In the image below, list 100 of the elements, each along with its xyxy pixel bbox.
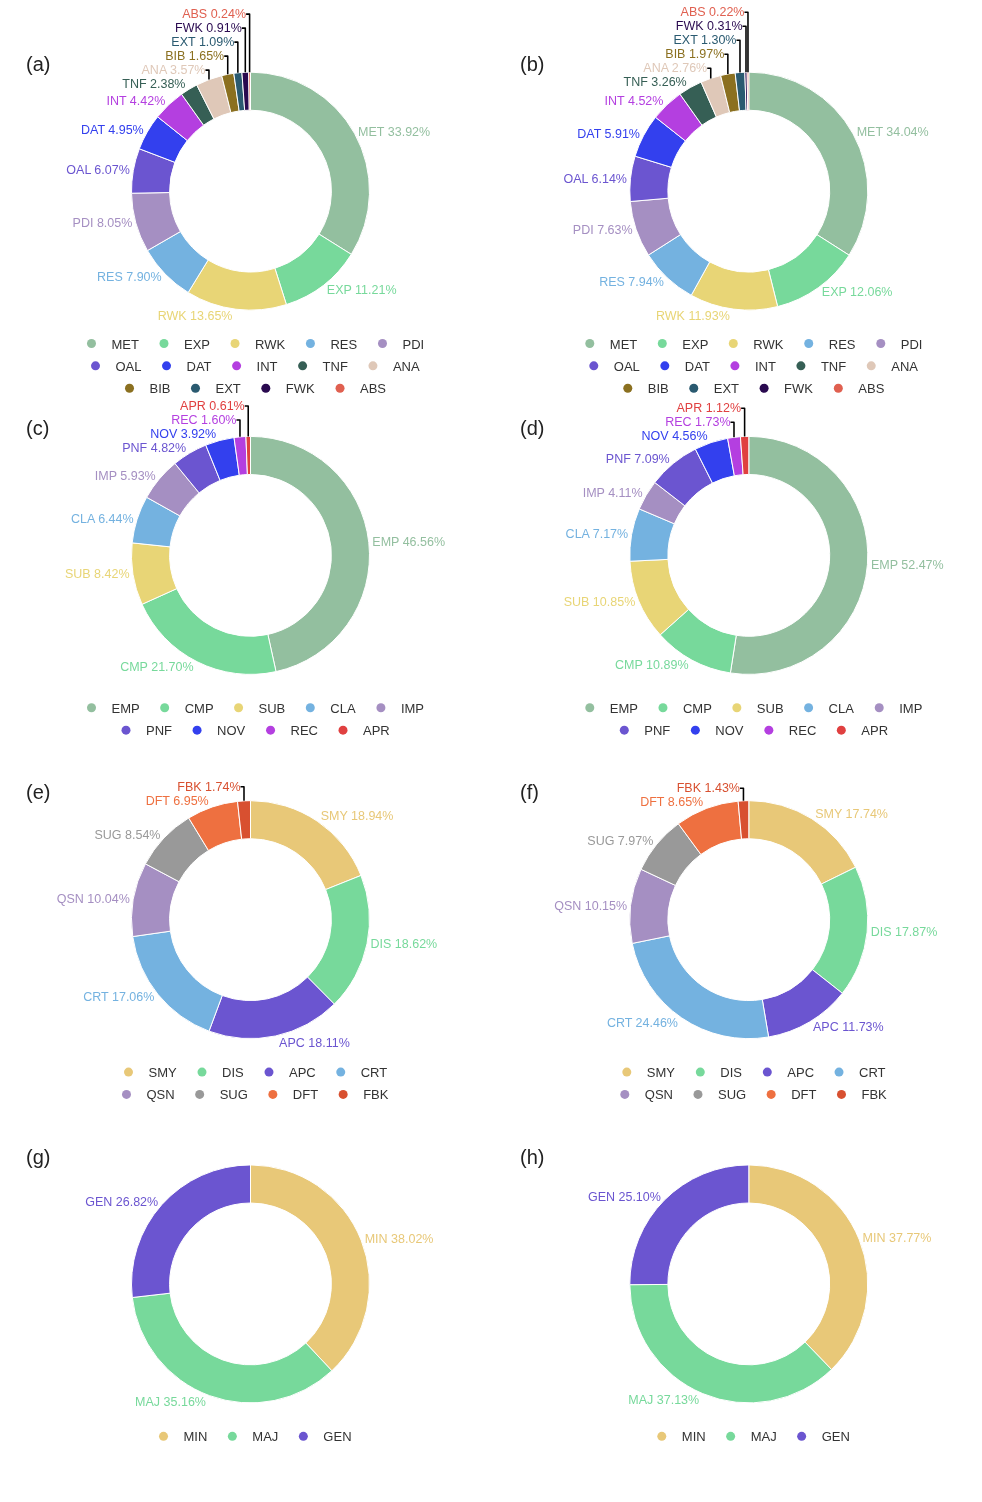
data-label: TNF 3.26% — [623, 75, 687, 90]
data-label: BIB 1.65% — [165, 49, 225, 64]
data-label: GEN 25.10% — [587, 1189, 661, 1204]
text: (d) — [520, 417, 545, 439]
legend-label: IMP — [400, 700, 425, 716]
legend-label: RES — [828, 336, 856, 352]
data-label: MAJ 35.16% — [135, 1394, 206, 1409]
legend-label: IMP — [899, 700, 923, 716]
legend-label: CMP — [184, 700, 214, 716]
chart-title: (f) — [520, 781, 539, 803]
data-label: FWK 0.91% — [175, 21, 242, 36]
legend-label: PNF — [644, 723, 671, 739]
text: (b) — [520, 53, 545, 75]
legend-label: RWK — [255, 336, 286, 352]
legend-label: SMY — [148, 1065, 177, 1081]
data-label: FWK 0.31% — [675, 19, 743, 34]
data-label: RWK 13.65% — [157, 309, 233, 324]
legend-label: PNF — [146, 723, 173, 739]
legend-label: NOV — [217, 723, 246, 739]
legend-label: APC — [289, 1065, 316, 1081]
legend-label: DAT — [684, 358, 710, 374]
legend-label: APR — [363, 723, 390, 739]
legend-label: EXP — [184, 336, 211, 352]
data-label: QSN 10.15% — [554, 898, 628, 913]
data-label: CMP 21.70% — [120, 660, 194, 675]
legend-label: OAL — [613, 358, 640, 374]
data-label: FBK 1.43% — [676, 781, 740, 796]
legend-label: EXT — [215, 381, 241, 397]
legend-label: REC — [290, 723, 319, 739]
legend-label: INT — [754, 358, 776, 374]
legend-label: CLA — [828, 700, 855, 716]
legend-label: APC — [787, 1065, 815, 1081]
text: (a) — [26, 53, 51, 75]
data-label: ANA 3.57% — [141, 63, 206, 78]
data-label: PNF 7.09% — [605, 452, 670, 467]
legend-label: MAJ — [252, 1429, 279, 1445]
data-label: INT 4.52% — [604, 94, 664, 109]
legend-label: PDI — [900, 336, 923, 352]
data-label: BIB 1.97% — [665, 47, 725, 62]
data-label: EXP 12.06% — [821, 285, 893, 300]
data-label: PDI 8.05% — [72, 216, 133, 231]
legend-label: FWK — [784, 381, 814, 397]
legend-label: MIN — [681, 1429, 706, 1445]
data-label: RES 7.90% — [97, 270, 162, 285]
legend-label: EXP — [682, 336, 709, 352]
legend-label: BIB — [149, 381, 171, 397]
data-label: ABS 0.24% — [182, 7, 247, 22]
legend-label: DIS — [720, 1065, 743, 1081]
data-label: NOV 3.92% — [150, 426, 217, 441]
data-label: RES 7.94% — [599, 274, 664, 289]
data-label: DAT 4.95% — [80, 123, 144, 138]
legend-label: CRT — [360, 1065, 388, 1081]
legend-label: EMP — [609, 700, 638, 716]
legend-label: BIB — [647, 381, 669, 397]
legend-label: FBK — [363, 1087, 389, 1103]
data-label: SUG 8.54% — [94, 827, 161, 842]
data-label: GEN 26.82% — [85, 1194, 159, 1209]
data-label: MET 34.04% — [856, 125, 929, 140]
legend-label: REC — [788, 723, 817, 739]
legend-label: GEN — [323, 1429, 352, 1445]
legend-label: FWK — [285, 381, 316, 397]
data-label: DIS 17.87% — [870, 925, 938, 940]
data-label: PNF 4.82% — [122, 440, 187, 455]
data-label: CLA 7.17% — [565, 527, 629, 542]
data-label: OAL 6.14% — [563, 171, 627, 186]
data-label: ABS 0.22% — [680, 5, 745, 20]
legend-label: SUG — [219, 1087, 248, 1103]
legend-label: RWK — [753, 336, 784, 352]
legend-label: TNF — [820, 358, 847, 374]
data-label: SMY 17.74% — [815, 806, 888, 821]
data-label: EXP 11.21% — [326, 282, 397, 297]
data-label: ANA 2.76% — [643, 61, 708, 76]
data-label: MIN 37.77% — [862, 1231, 932, 1246]
legend-label: CMP — [682, 700, 712, 716]
data-label: IMP 5.93% — [94, 469, 156, 484]
data-label: CRT 24.46% — [606, 1015, 678, 1030]
legend-label: DAT — [186, 358, 212, 374]
legend-label: CLA — [330, 700, 356, 716]
legend-label: MAJ — [750, 1429, 777, 1445]
data-label: DFT 6.95% — [145, 793, 209, 808]
legend-label: DIS — [222, 1065, 244, 1081]
legend-label: SUB — [756, 700, 784, 716]
legend-label: MIN — [183, 1429, 208, 1445]
data-label: OAL 6.07% — [66, 163, 130, 178]
chart-title: (e) — [26, 781, 51, 803]
data-label: EMP 52.47% — [870, 557, 944, 572]
data-label: IMP 4.11% — [582, 486, 643, 501]
data-label: MET 33.92% — [358, 124, 431, 139]
data-label: REC 1.60% — [171, 412, 237, 427]
data-label: EXT 1.09% — [171, 35, 235, 50]
data-label: CLA 6.44% — [71, 511, 134, 526]
data-label: APR 1.12% — [676, 401, 742, 416]
legend-label: ANA — [891, 358, 919, 374]
data-label: APC 18.11% — [279, 1035, 350, 1050]
legend-label: EXT — [713, 381, 740, 397]
data-label: SMY 18.94% — [320, 809, 394, 824]
legend-label: GEN — [821, 1429, 850, 1445]
legend-label: TNF — [322, 358, 348, 374]
data-label: EXT 1.30% — [673, 33, 737, 48]
data-label: RWK 11.93% — [655, 309, 730, 323]
